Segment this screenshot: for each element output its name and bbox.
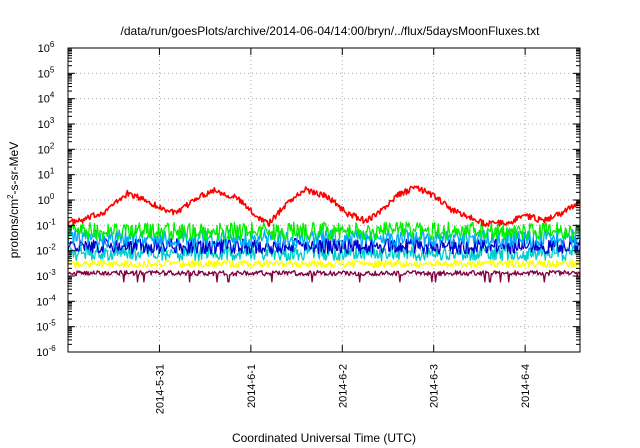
y-tick-label: 106 [38,40,55,55]
y-axis-label: protons/cm2-s-sr-MeV [6,142,21,258]
chart-title: /data/run/goesPlots/archive/2014-06-04/1… [121,24,541,38]
y-tick-label: 10-2 [36,243,56,258]
y-axis-label-base: protons/cm [7,199,21,258]
y-tick-label: 10-1 [36,217,56,232]
x-tick-label: 2014-6-4 [520,364,532,408]
x-tick-label: 2014-6-1 [246,364,258,408]
x-tick-label: 2014-6-2 [337,364,349,408]
y-tick-label: 105 [38,65,55,80]
y-tick-label: 104 [38,91,55,106]
y-tick-label: 103 [38,116,55,131]
series-layer [67,185,581,283]
x-tick-label: 2014-6-3 [429,364,441,408]
y-tick-label: 10-5 [36,319,56,334]
series-line [67,221,581,241]
x-axis-label: Coordinated Universal Time (UTC) [232,431,416,445]
series-line [67,185,581,228]
y-tick-label: 102 [38,141,55,156]
x-tick-label: 2014-5-31 [154,364,166,414]
y-tick-label: 100 [38,192,55,207]
axes: 10-6 10-5 10-4 10-3 10-2 10-1 100 101 102 103 104 1… [36,40,580,414]
y-tick-label: 101 [38,167,55,182]
y-tick-label: 10-4 [36,293,56,308]
y-axis-label-rest: -s-sr-MeV [7,142,21,195]
y-axis-label-sup: 2 [6,194,15,199]
y-tick-label: 10-6 [36,344,56,359]
series-line [67,269,581,283]
y-tick-label: 10-3 [36,268,56,283]
series-line [67,259,581,269]
series-line [67,237,581,255]
